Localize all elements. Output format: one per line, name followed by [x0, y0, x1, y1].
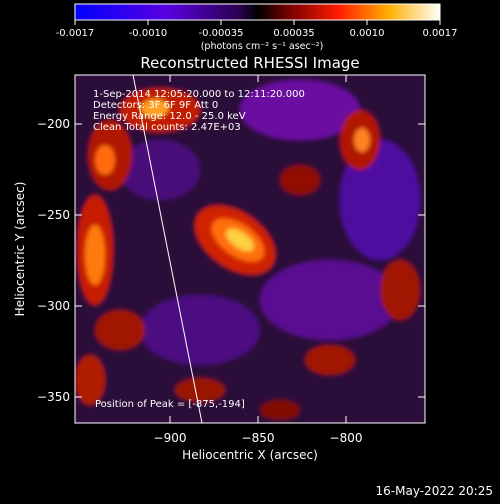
info-time-range: 1-Sep-2014 12:05:20.000 to 12:11:20.000	[93, 89, 305, 100]
y-tick-label: −300	[37, 299, 70, 313]
x-axis-label: Heliocentric X (arcsec)	[182, 448, 318, 462]
info-detectors: Detectors: 3F 6F 9F Att 0	[93, 100, 218, 111]
y-axis-label: Heliocentric Y (arcsec)	[13, 182, 27, 317]
y-tick-label: −350	[37, 390, 70, 404]
colorbar-gradient	[74, 3, 441, 21]
solar-limb-line	[132, 75, 203, 423]
colorbar-tick-label: -0.0010	[129, 28, 168, 39]
info-energy-range: Energy Range: 12.0 - 25.0 keV	[93, 111, 246, 122]
x-tick-label: −900	[154, 431, 187, 445]
colorbar-tick-label: 0.00035	[273, 28, 314, 39]
x-tick-label: −850	[242, 431, 275, 445]
y-tick-label: −200	[37, 117, 70, 131]
info-clean-counts: Clean Total counts: 2.47E+03	[93, 122, 241, 133]
y-tick-label: −250	[37, 208, 70, 222]
colorbar-tick-label: -0.00035	[199, 28, 244, 39]
x-tick-label: −800	[330, 431, 363, 445]
rhessi-image	[75, 75, 425, 423]
colorbar-tick-marks	[74, 20, 441, 25]
plot-title: Reconstructed RHESSI Image	[140, 54, 359, 72]
colorbar-tick-label: 0.0017	[423, 28, 458, 39]
colorbar: -0.0017 -0.0010 -0.00035 0.00035 0.0010 …	[56, 3, 458, 52]
footer-date: 16-May-2022 20:25	[376, 484, 493, 498]
colorbar-tick-label: -0.0017	[56, 28, 95, 39]
colorbar-unit-label: (photons cm⁻² s⁻¹ asec⁻²)	[201, 41, 324, 52]
peak-position: Position of Peak = [-875,-194]	[95, 399, 245, 410]
image-info: 1-Sep-2014 12:05:20.000 to 12:11:20.000 …	[93, 89, 305, 410]
image-blobs	[75, 75, 425, 423]
plot-frame	[74, 74, 426, 424]
colorbar-tick-label: 0.0010	[350, 28, 385, 39]
